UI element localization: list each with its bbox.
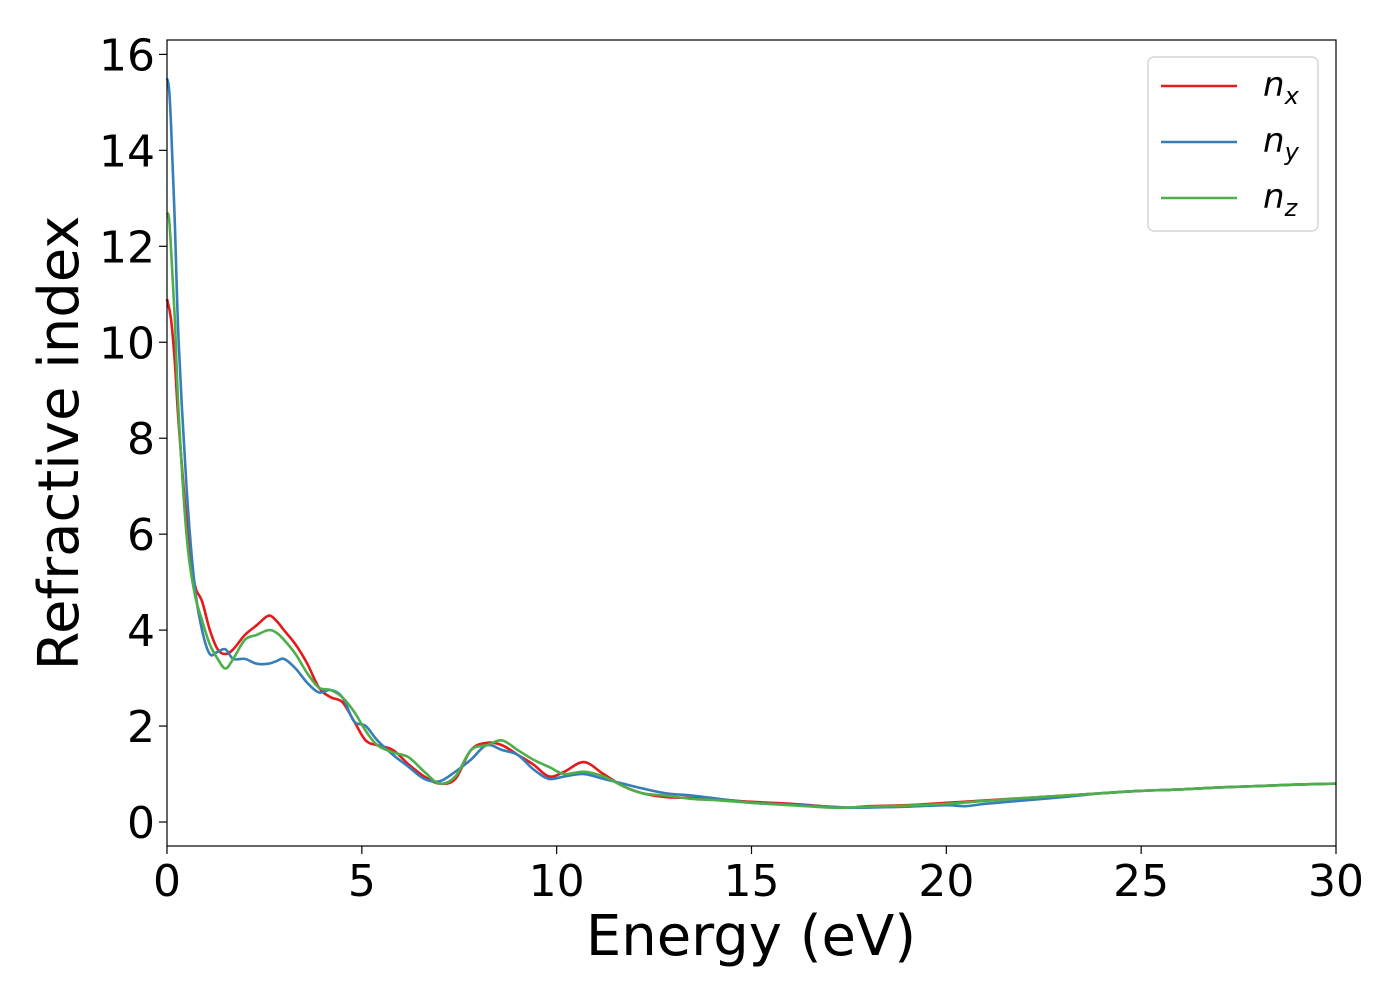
x-tick-label: 30 <box>1308 856 1364 907</box>
series-layer <box>165 78 1337 810</box>
x-axis-label: Energy (eV) <box>586 904 916 969</box>
x-tick-label: 20 <box>918 856 974 907</box>
plot-background <box>167 40 1336 846</box>
y-tick-label: 16 <box>99 30 155 81</box>
series-line-z <box>165 211 1337 810</box>
y-axis-ticks: 0 2 4 6 8 10 12 14 16 <box>99 30 167 849</box>
series-line-y <box>165 78 1337 810</box>
y-tick-label: 8 <box>127 414 155 465</box>
x-tick-label: 0 <box>153 856 181 907</box>
x-tick-label: 15 <box>724 856 780 907</box>
x-tick-label: 10 <box>529 856 585 907</box>
y-tick-label: 6 <box>127 510 155 561</box>
y-tick-label: 10 <box>99 318 155 369</box>
y-axis-label: Refractive index <box>27 216 92 671</box>
legend-label-y: ny <box>1263 121 1300 166</box>
x-tick-label: 25 <box>1113 856 1169 907</box>
y-tick-label: 14 <box>99 126 155 177</box>
y-tick-label: 2 <box>127 702 155 753</box>
x-tick-label: 5 <box>348 856 376 907</box>
y-tick-label: 4 <box>127 606 155 657</box>
y-tick-label: 0 <box>127 798 155 849</box>
x-axis-ticks: 0 5 10 15 20 25 30 <box>153 846 1364 907</box>
y-tick-label: 12 <box>99 222 155 273</box>
legend-box <box>1147 56 1319 232</box>
